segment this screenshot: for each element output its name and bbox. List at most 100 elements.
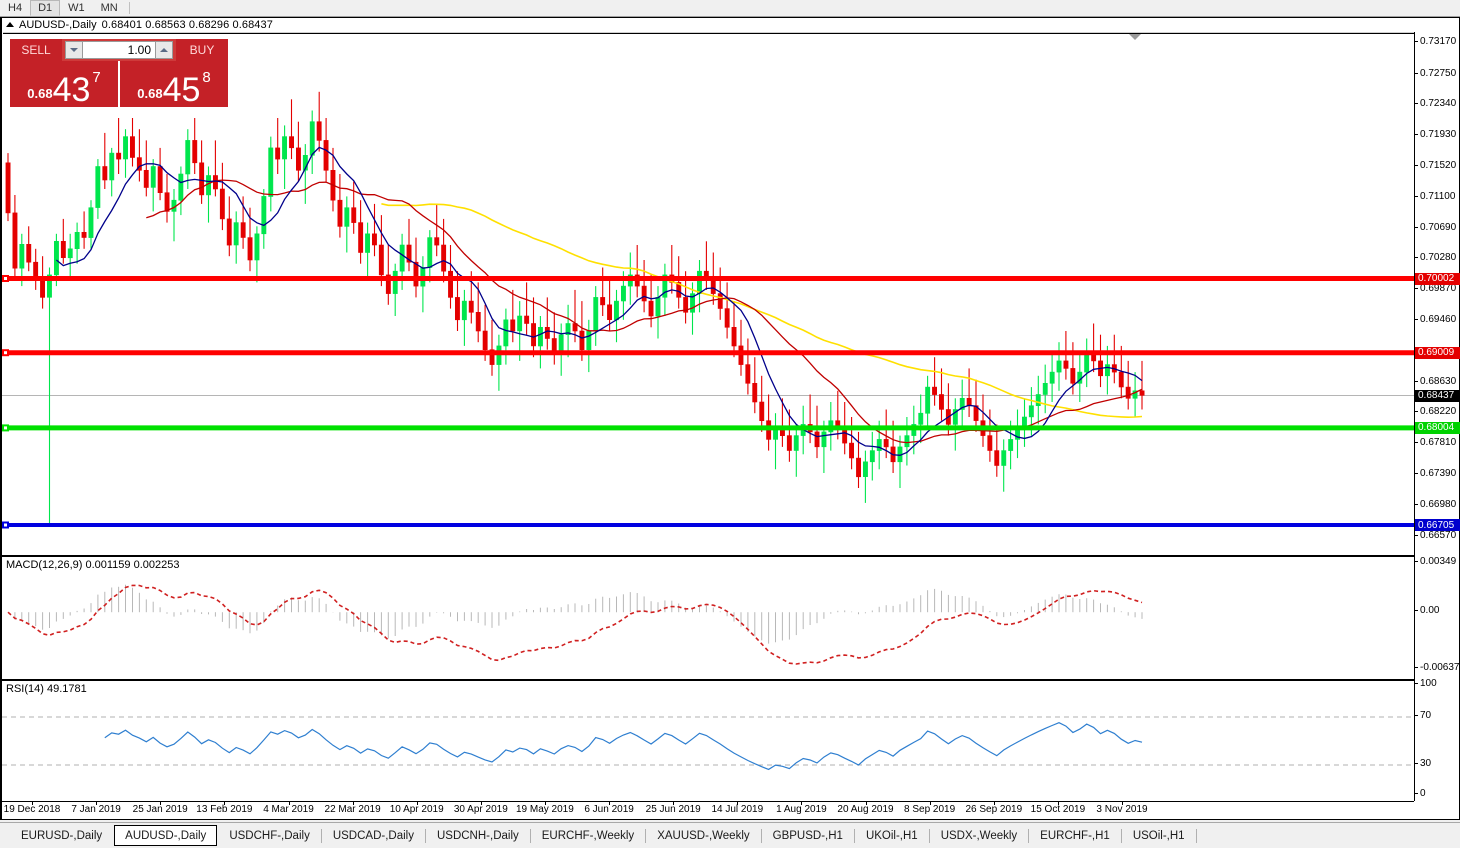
rsi-pane[interactable]: RSI(14) 49.1781: [2, 679, 1414, 801]
chart-symbol-label: AUDUSD-,Daily: [19, 18, 97, 31]
price-axis[interactable]: 0.73170 0.72750 0.72340 0.71930 0.71520 0.711…: [1414, 32, 1460, 801]
time-axis-mark: [673, 802, 675, 805]
time-axis-mark: [929, 802, 931, 805]
chart-tab-eurchf--weekly[interactable]: EURCHF-,Weekly: [531, 825, 645, 846]
price-axis-tick: 0.70280: [1415, 252, 1460, 263]
timeframe-h4-label: H4: [8, 2, 23, 14]
price-axis-tick: 0.70690: [1415, 222, 1460, 233]
chart-tab-eurusd--daily[interactable]: EURUSD-,Daily: [10, 825, 113, 846]
time-axis-tick: 1 Aug 2019: [776, 804, 827, 815]
trade-panel-price-row: 0.68 43 7 0.68 45 8: [10, 61, 228, 107]
timeframe-d1[interactable]: D1: [30, 0, 61, 16]
macd-axis-tick: 0.00349: [1415, 556, 1460, 567]
chevron-up-icon: [160, 48, 168, 52]
time-axis-mark: [416, 802, 418, 805]
time-axis-mark: [352, 802, 354, 805]
macd-label: MACD(12,26,9) 0.001159 0.002253: [6, 559, 180, 571]
tab-divider: [424, 828, 426, 843]
buy-button-label: BUY: [189, 43, 215, 57]
time-axis-mark: [737, 802, 739, 805]
rsi-chart-svg: [2, 716, 1414, 771]
time-axis-mark: [224, 802, 226, 805]
chart-header: AUDUSD-,Daily 0.68401 0.68563 0.68296 0.…: [2, 18, 273, 31]
time-axis-tick: 8 Sep 2019: [904, 804, 956, 815]
sell-price-superscript: 7: [92, 69, 101, 86]
buy-price-display[interactable]: 0.68 45 8: [120, 61, 228, 107]
timeframe-toolbar: H4 D1 W1 MN: [0, 0, 1460, 17]
price-axis-tick: 0.68220: [1415, 406, 1460, 417]
timeframe-w1-label: W1: [68, 2, 85, 14]
one-click-trading-panel: SELL 1.00 BUY 0.68 43 7 0.68 45 8: [10, 39, 228, 107]
time-axis-tick: 19 May 2019: [515, 804, 574, 815]
volume-increase-button[interactable]: [156, 41, 173, 59]
timeframe-mn[interactable]: MN: [93, 0, 126, 16]
time-axis-mark: [609, 802, 611, 805]
chart-tab-ukoil--h1[interactable]: UKOil-,H1: [855, 825, 929, 846]
sell-price-prefix: 0.68: [27, 86, 53, 101]
price-axis-tick: 0.68630: [1415, 376, 1460, 387]
price-chart-svg: [2, 91, 1414, 529]
chart-tab-usdx--weekly[interactable]: USDX-,Weekly: [930, 825, 1028, 846]
macd-chart-svg: [7, 584, 1143, 665]
price-axis-tick: 0.73170: [1415, 36, 1460, 47]
time-axis-tick: 15 Oct 2019: [1030, 804, 1086, 815]
price-axis-tick: 0.69460: [1415, 314, 1460, 325]
macd-axis-tick: 0.00: [1415, 605, 1460, 616]
time-axis-tick: 25 Jun 2019: [645, 804, 701, 815]
price-axis-highlight-label: 0.68437: [1415, 389, 1460, 402]
time-axis-mark: [1057, 802, 1059, 805]
chart-tab-label: USDCAD-,Daily: [332, 829, 414, 842]
chart-tab-label: USDCNH-,Daily: [436, 829, 519, 842]
sell-price-display[interactable]: 0.68 43 7: [10, 61, 118, 107]
price-axis-tick: 0.67810: [1415, 437, 1460, 448]
chart-tab-usdcnh--daily[interactable]: USDCNH-,Daily: [426, 825, 530, 846]
chart-tab-audusd--daily[interactable]: AUDUSD-,Daily: [114, 825, 218, 846]
chart-tab-usdcad--daily[interactable]: USDCAD-,Daily: [322, 825, 425, 846]
time-axis-tick: 3 Nov 2019: [1096, 804, 1148, 815]
chart-position-marker-icon[interactable]: [1129, 34, 1141, 40]
price-axis-tick: 0.69870: [1415, 283, 1460, 294]
collapse-triangle-icon[interactable]: [6, 22, 14, 27]
macd-axis-tick: -0.00637: [1415, 662, 1460, 673]
volume-input[interactable]: 1.00: [82, 41, 156, 59]
time-axis-mark: [32, 802, 33, 805]
rsi-axis-tick: 100: [1415, 678, 1460, 689]
chart-tab-label: USDX-,Weekly: [940, 829, 1018, 842]
timeframe-h4[interactable]: H4: [0, 0, 30, 16]
chart-tab-gbpusd--h1[interactable]: GBPUSD-,H1: [762, 825, 854, 846]
toolbar-divider: [128, 2, 130, 14]
price-pane[interactable]: [2, 32, 1414, 553]
timeframe-mn-label: MN: [100, 2, 118, 14]
chart-tab-eurchf--h1[interactable]: EURCHF-,H1: [1029, 825, 1121, 846]
chart-tab-label: EURCHF-,H1: [1040, 829, 1110, 842]
chart-tab-usdchf--daily[interactable]: USDCHF-,Daily: [218, 825, 321, 846]
time-axis-tick: 30 Apr 2019: [453, 804, 508, 815]
macd-pane[interactable]: MACD(12,26,9) 0.001159 0.002253: [2, 555, 1414, 677]
time-axis-mark: [993, 802, 995, 805]
time-axis-mark: [96, 802, 98, 805]
chart-tab-label: GBPUSD-,H1: [772, 829, 843, 842]
time-axis-tick: 20 Aug 2019: [837, 804, 894, 815]
rsi-label: RSI(14) 49.1781: [6, 683, 87, 695]
price-axis-tick: 0.71520: [1415, 160, 1460, 171]
rsi-axis-tick: 0: [1415, 788, 1460, 799]
tab-divider: [320, 828, 322, 843]
chart-top-strip: [3, 32, 1459, 34]
time-axis: 19 Dec 2018 7 Jan 2019 25 Jan 2019 13 Feb 2…: [2, 801, 1414, 819]
volume-decrease-button[interactable]: [65, 41, 82, 59]
tab-divider: [645, 828, 647, 843]
sell-button-label: SELL: [21, 43, 51, 57]
time-axis-tick: 7 Jan 2019: [71, 804, 121, 815]
chart-tab-usoil--h1[interactable]: USOil-,H1: [1122, 825, 1196, 846]
time-axis-mark: [1122, 802, 1123, 805]
sell-button[interactable]: SELL: [10, 39, 62, 61]
price-axis-highlight-label: 0.68004: [1415, 421, 1460, 434]
timeframe-w1[interactable]: W1: [60, 0, 93, 16]
chart-tab-xauusd--weekly[interactable]: XAUUSD-,Weekly: [646, 825, 760, 846]
price-axis-tick: 0.66980: [1415, 499, 1460, 510]
rsi-axis-tick: 70: [1415, 710, 1460, 721]
time-axis-tick: 14 Jul 2019: [711, 804, 764, 815]
buy-button[interactable]: BUY: [176, 39, 228, 61]
time-axis-tick: 26 Sep 2019: [965, 804, 1023, 815]
tab-divider: [1195, 828, 1197, 843]
